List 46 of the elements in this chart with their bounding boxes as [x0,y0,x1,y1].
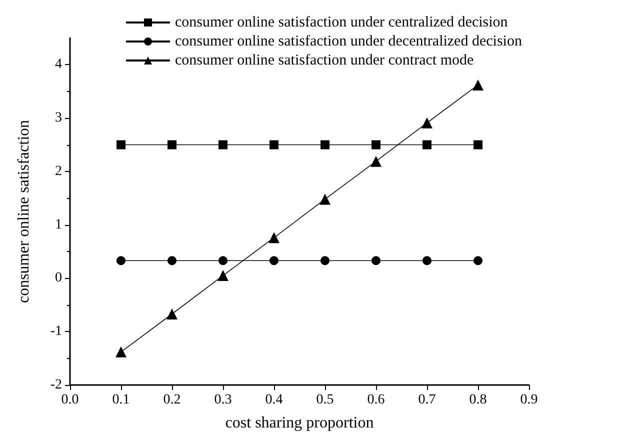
x-tick-label: 0.6 [367,392,385,408]
x-axis-title: cost sharing proportion [225,414,374,432]
y-tick-label: 1 [55,217,62,232]
point [320,256,330,266]
y-axis-title: consumer online satisfaction [16,120,32,304]
y-tick-label: 4 [55,57,62,72]
x-tick-label: 0.9 [520,392,538,408]
x-tick-label: 0.7 [418,392,436,408]
y-tick-label: -2 [50,378,62,392]
point [270,140,278,150]
point [320,140,330,150]
point [474,256,482,266]
y-tick-label: -1 [50,324,62,340]
x-tick-label: 0.3 [214,392,232,408]
y-tick-label: 0 [55,270,62,286]
point [166,308,178,320]
legend-label: consumer online satisfaction under centralized decision [175,14,508,30]
point [116,140,126,150]
x-tick-label: 0.2 [163,392,181,408]
point [472,79,484,90]
legend-label: consumer online satisfaction under decentralized decision [175,34,522,50]
point [422,117,432,128]
point [422,256,432,266]
x-tick-label: 0.5 [316,392,334,408]
y-tick-label: 2 [55,164,62,179]
point [370,156,382,167]
point [320,194,330,205]
x-tick-label: 0.4 [265,392,283,408]
point [218,270,228,282]
point [218,140,228,150]
point [270,256,278,266]
point [422,140,432,150]
x-tick-label: 0.1 [112,392,130,408]
point [116,346,126,358]
x-tick-label: 0.0 [61,392,79,408]
point [168,140,176,150]
point [218,256,228,266]
point [268,232,280,244]
point [372,256,380,266]
x-tick-label: 0.8 [469,392,487,408]
point [168,256,176,266]
point [372,140,380,150]
legend-label: consumer online satisfaction under contract mode [175,52,474,68]
y-tick-label: 3 [55,110,62,126]
point [474,140,482,150]
point [116,256,126,266]
